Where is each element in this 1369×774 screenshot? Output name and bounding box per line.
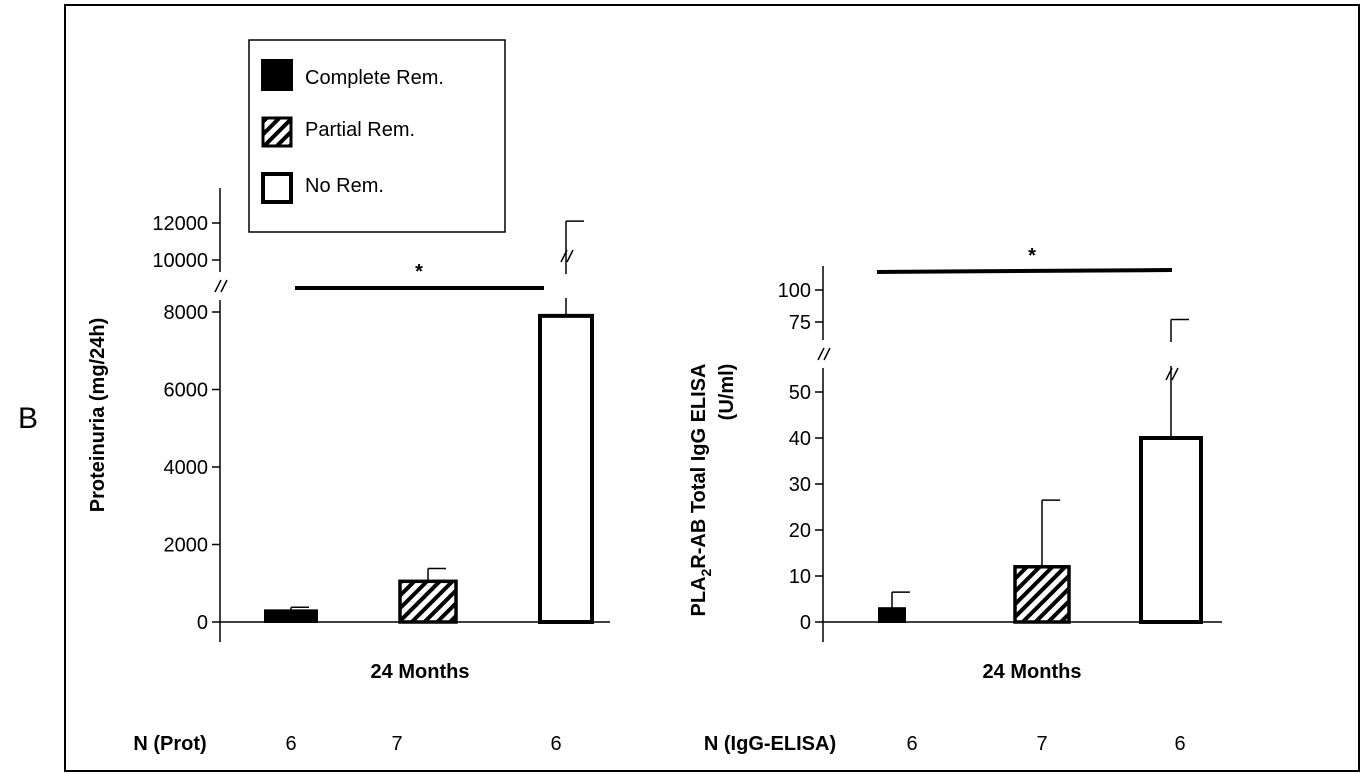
y-tick-label: 30 — [789, 474, 811, 496]
x-axis-label: 24 Months — [371, 661, 470, 683]
y-tick-label: 2000 — [164, 535, 209, 557]
y-tick-label: 8000 — [164, 302, 209, 324]
y-tick-label: 12000 — [152, 213, 208, 235]
axis-break-mark — [560, 249, 568, 263]
legend-swatch-solid — [261, 59, 293, 91]
y-tick-label: 4000 — [164, 457, 209, 479]
bar-hatched — [398, 579, 458, 624]
axis-break-mark — [566, 249, 574, 263]
y-tick-label: 10000 — [152, 250, 208, 272]
bar-open — [1139, 436, 1203, 624]
axis-break-mark — [214, 279, 222, 293]
y-axis-label-part2: R-AB Total IgG ELISA — [688, 364, 710, 569]
n-row-label: N (Prot) — [133, 733, 206, 755]
bar-hatched — [1013, 565, 1071, 624]
y-tick-label: 20 — [789, 520, 811, 542]
significance-star: * — [415, 261, 423, 283]
legend: Complete Rem. Partial Rem. No Rem. — [248, 39, 506, 233]
y-axis-label: PLA2R-AB Total IgG ELISA — [688, 364, 714, 617]
y-axis-label-subscript: 2 — [698, 568, 714, 576]
axis-break-mark — [220, 279, 228, 293]
axis-break-mark — [1165, 367, 1173, 381]
significance-star: * — [1028, 245, 1036, 267]
y-tick-label: 50 — [789, 382, 811, 404]
n-value: 7 — [1036, 733, 1047, 755]
axis-break-mark — [823, 347, 831, 361]
panel-label: B — [18, 402, 39, 435]
n-value: 6 — [550, 733, 561, 755]
y-tick-label: 0 — [800, 612, 811, 634]
y-axis-label-unit: (U/ml) — [716, 364, 738, 421]
n-row-label: N (IgG-ELISA) — [704, 733, 836, 755]
y-tick-label: 0 — [197, 612, 208, 634]
bar-open — [538, 313, 594, 624]
y-tick-label: 100 — [778, 280, 811, 302]
y-tick-label: 40 — [789, 428, 811, 450]
significance-line — [876, 268, 1173, 274]
y-tick-label: 6000 — [164, 380, 209, 402]
bar-solid — [264, 609, 318, 623]
x-axis-label: 24 Months — [983, 661, 1082, 683]
n-value: 6 — [1174, 733, 1185, 755]
y-axis-label: Proteinuria (mg/24h) — [87, 318, 109, 512]
legend-swatch-open — [261, 172, 293, 204]
legend-label-partial: Partial Rem. — [305, 119, 415, 141]
axis-break-mark — [1171, 367, 1179, 381]
y-tick-label: 75 — [789, 312, 811, 334]
axis-break-mark — [817, 347, 825, 361]
n-value: 6 — [285, 733, 296, 755]
n-value: 7 — [391, 733, 402, 755]
bar-solid — [878, 607, 906, 624]
legend-label-none: No Rem. — [305, 175, 384, 197]
y-axis-label-part1: PLA — [688, 576, 710, 616]
chart-pla2r: PLA2R-AB Total IgG ELISA (U/ml) 24 Month… — [688, 245, 1222, 755]
chart-proteinuria: Proteinuria (mg/24h) 24 Months N (Prot) … — [87, 188, 610, 755]
n-value: 6 — [906, 733, 917, 755]
legend-swatch-hatched — [261, 116, 293, 148]
y-tick-label: 10 — [789, 566, 811, 588]
legend-label-complete: Complete Rem. — [305, 67, 444, 89]
